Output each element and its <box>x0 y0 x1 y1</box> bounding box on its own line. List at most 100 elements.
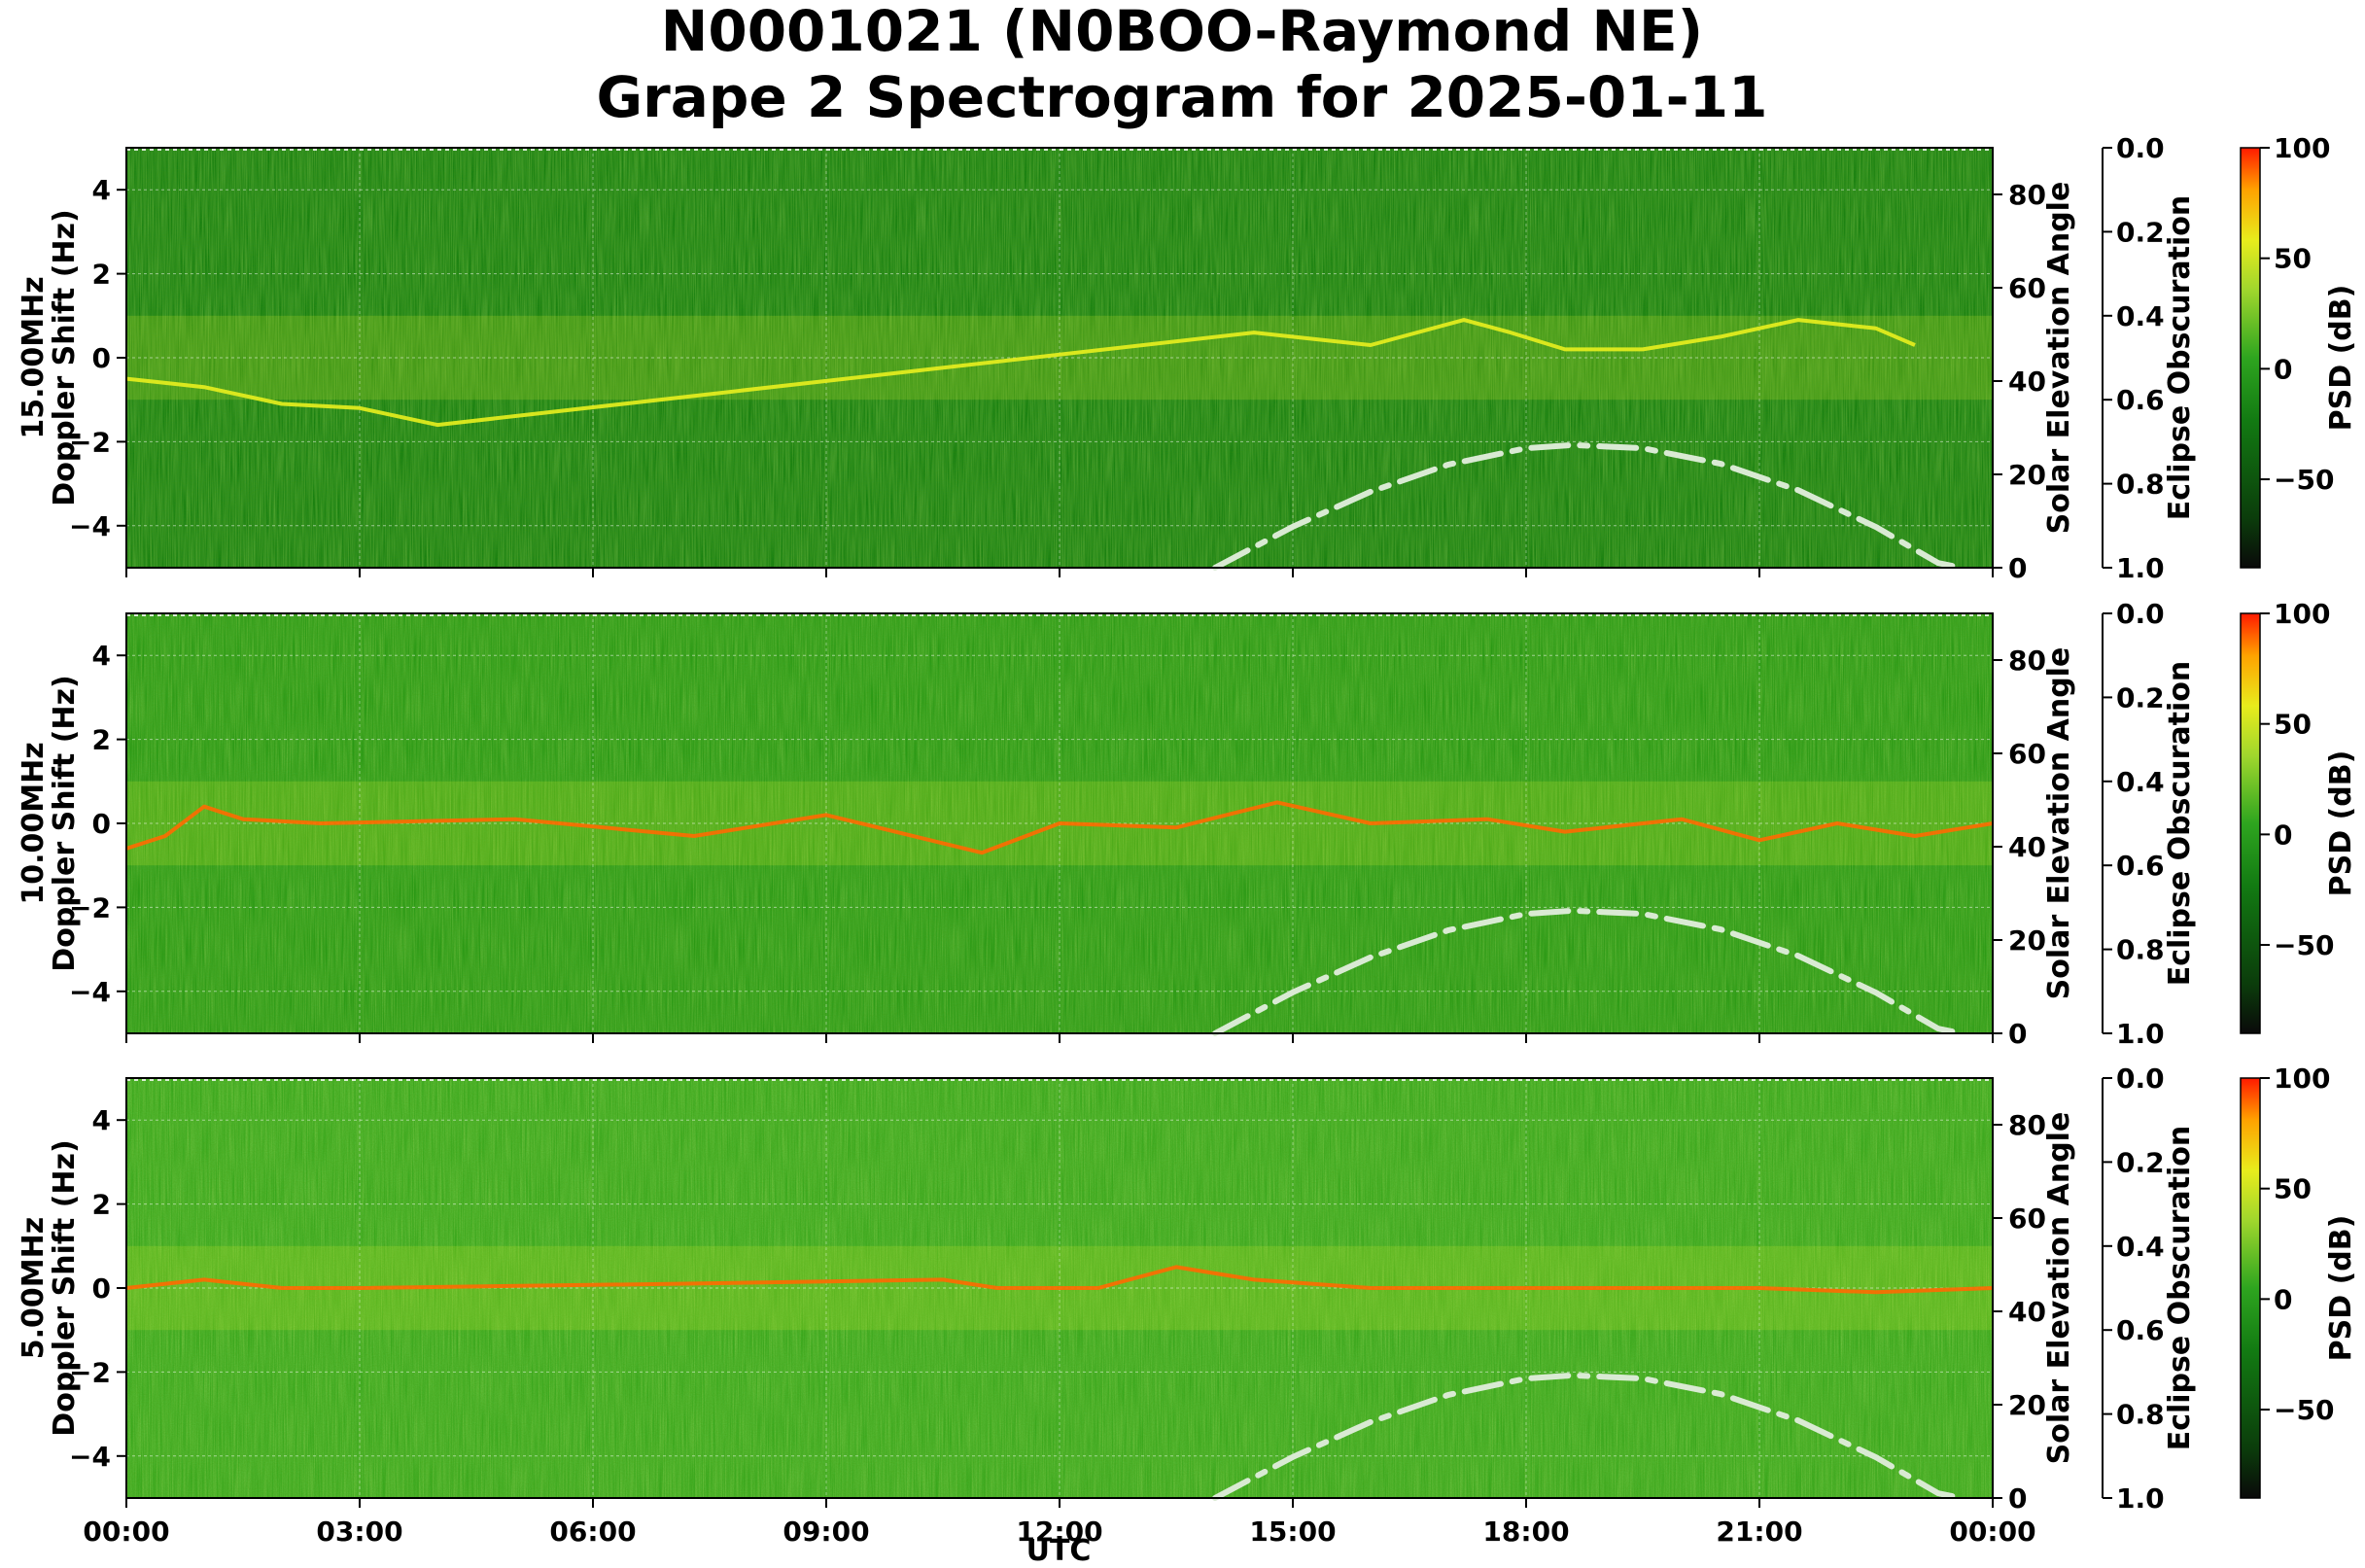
elevation-tick-label: 40 <box>2008 1296 2046 1328</box>
obscuration-tick-label: 0.2 <box>2116 1146 2165 1178</box>
colorbar-tick-label: 100 <box>2274 1063 2330 1095</box>
obscuration-tick-label: 0.4 <box>2116 766 2165 798</box>
colorbar-tick-label: 50 <box>2274 243 2312 275</box>
colorbar-tick-label: −50 <box>2274 464 2334 496</box>
obscuration-tick-label: 0.0 <box>2116 598 2165 630</box>
elevation-axis-label: Solar Elevation Angle <box>2042 182 2076 535</box>
colorbar-tick-label: 50 <box>2274 709 2312 741</box>
colorbar <box>2240 612 2261 1034</box>
y-tick-label: 0 <box>92 1272 111 1305</box>
elevation-tick-label: 0 <box>2008 1018 2027 1050</box>
x-tick-label: 00:00 <box>83 1516 169 1548</box>
elevation-tick-label: 20 <box>2008 1389 2046 1421</box>
obscuration-axis-label: Eclipse Obscuration <box>2163 195 2197 521</box>
elevation-tick-label: 40 <box>2008 831 2046 863</box>
x-tick-label: 03:00 <box>316 1516 402 1548</box>
colorbar-tick-label: −50 <box>2274 1394 2334 1426</box>
colorbar <box>2240 1077 2261 1499</box>
obscuration-tick-label: 0.6 <box>2116 384 2165 416</box>
obscuration-tick-label: 0.6 <box>2116 850 2165 882</box>
obscuration-tick-label: 1.0 <box>2116 1018 2165 1050</box>
x-tick-label: 15:00 <box>1249 1516 1336 1548</box>
y-tick-label: 0 <box>92 342 111 374</box>
panel-frequency-label: 5.00MHz <box>17 1217 51 1359</box>
obscuration-tick-label: 1.0 <box>2116 552 2165 584</box>
colorbar-tick-label: 0 <box>2274 819 2292 851</box>
obscuration-tick-label: 0.8 <box>2116 469 2165 501</box>
x-tick-label: 06:00 <box>549 1516 636 1548</box>
elevation-tick-label: 40 <box>2008 366 2046 398</box>
y-tick-label: −4 <box>69 510 111 542</box>
obscuration-tick-label: 0.0 <box>2116 1063 2165 1095</box>
figure-title-line2: Grape 2 Spectrogram for 2025-01-11 <box>597 64 1768 130</box>
obscuration-tick-label: 0.4 <box>2116 300 2165 332</box>
y-tick-label: −4 <box>69 1441 111 1473</box>
colorbar-tick-label: 0 <box>2274 353 2292 385</box>
colorbar-tick-label: 50 <box>2274 1173 2312 1205</box>
y-tick-label: 4 <box>92 640 111 672</box>
y-tick-label: −4 <box>69 976 111 1008</box>
panel-frequency-label: 15.00MHz <box>17 276 51 438</box>
colorbar-tick-label: 0 <box>2274 1283 2292 1315</box>
y-tick-label: −2 <box>69 426 111 458</box>
doppler-trace <box>125 800 1994 855</box>
x-tick-label: 21:00 <box>1716 1516 1802 1548</box>
elevation-tick-label: 80 <box>2008 1109 2046 1141</box>
elevation-tick-label: 20 <box>2008 459 2046 491</box>
colorbar-tick-label: 100 <box>2274 132 2330 164</box>
x-tick-label: 09:00 <box>783 1516 869 1548</box>
solar-elevation-curve <box>1212 1372 1965 1501</box>
colorbar <box>2240 147 2261 569</box>
colorbar-tick-label: 100 <box>2274 598 2330 630</box>
elevation-tick-label: 60 <box>2008 1202 2046 1235</box>
elevation-tick-label: 80 <box>2008 645 2046 677</box>
y-axis-label: Doppler Shift (Hz) <box>48 675 82 971</box>
colorbar-label: PSD (dB) <box>2324 285 2358 432</box>
obscuration-tick-label: 0.8 <box>2116 934 2165 966</box>
panel-frequency-label: 10.00MHz <box>17 742 51 904</box>
y-tick-label: 2 <box>92 724 111 756</box>
obscuration-tick-label: 0.4 <box>2116 1231 2165 1263</box>
elevation-axis-label: Solar Elevation Angle <box>2042 647 2076 1000</box>
figure-title-line1: N0001021 (N0BOO-Raymond NE) <box>661 0 1703 64</box>
colorbar-label: PSD (dB) <box>2324 1215 2358 1362</box>
y-tick-label: 4 <box>92 1104 111 1136</box>
y-tick-label: 4 <box>92 174 111 206</box>
obscuration-axis-label: Eclipse Obscuration <box>2163 1126 2197 1451</box>
y-tick-label: 2 <box>92 1189 111 1221</box>
obscuration-tick-label: 0.2 <box>2116 681 2165 714</box>
colorbar-label: PSD (dB) <box>2324 750 2358 897</box>
y-tick-label: 0 <box>92 808 111 840</box>
x-tick-label: 00:00 <box>1949 1516 2035 1548</box>
obscuration-tick-label: 0.0 <box>2116 132 2165 164</box>
y-tick-label: −2 <box>69 1356 111 1388</box>
doppler-trace <box>125 1265 1994 1295</box>
obscuration-tick-label: 1.0 <box>2116 1482 2165 1515</box>
solar-elevation-curve <box>1212 907 1965 1036</box>
elevation-axis-label: Solar Elevation Angle <box>2042 1112 2076 1465</box>
doppler-trace <box>125 318 1916 428</box>
elevation-tick-label: 60 <box>2008 272 2046 304</box>
obscuration-tick-label: 0.6 <box>2116 1314 2165 1346</box>
solar-elevation-curve <box>1212 441 1965 571</box>
elevation-tick-label: 20 <box>2008 924 2046 957</box>
elevation-tick-label: 0 <box>2008 552 2027 584</box>
obscuration-tick-label: 0.8 <box>2116 1399 2165 1431</box>
y-tick-label: 2 <box>92 259 111 291</box>
elevation-tick-label: 60 <box>2008 738 2046 770</box>
x-tick-label: 12:00 <box>1016 1516 1102 1548</box>
obscuration-tick-label: 0.2 <box>2116 216 2165 248</box>
obscuration-axis-label: Eclipse Obscuration <box>2163 661 2197 987</box>
elevation-tick-label: 80 <box>2008 179 2046 211</box>
x-tick-label: 18:00 <box>1482 1516 1569 1548</box>
colorbar-tick-label: −50 <box>2274 929 2334 961</box>
elevation-tick-label: 0 <box>2008 1482 2027 1515</box>
y-axis-label: Doppler Shift (Hz) <box>48 1139 82 1436</box>
x-axis-label: UTC <box>1026 1534 1092 1568</box>
y-axis-label: Doppler Shift (Hz) <box>48 209 82 505</box>
y-tick-label: −2 <box>69 891 111 923</box>
